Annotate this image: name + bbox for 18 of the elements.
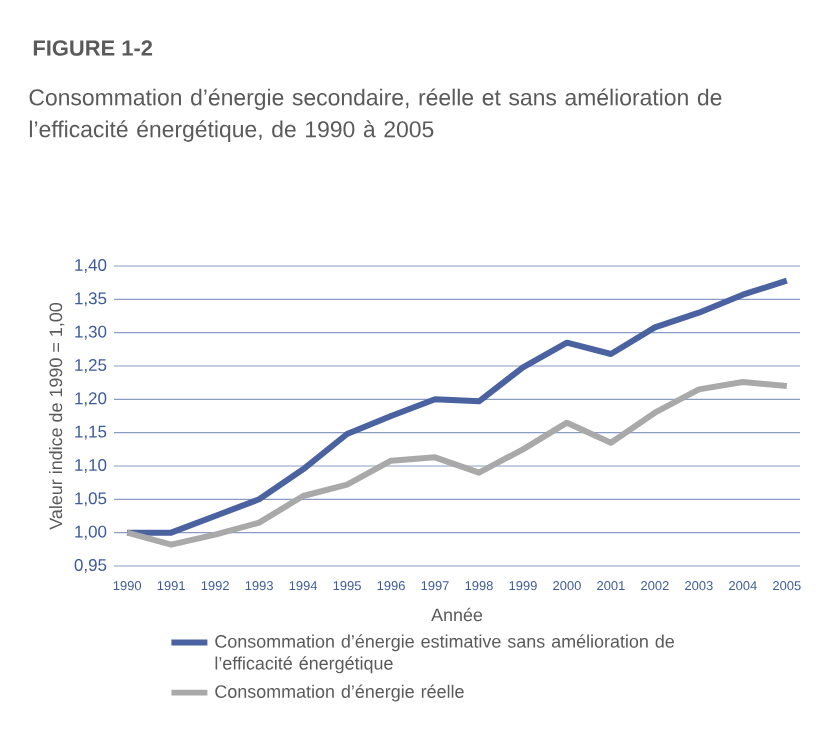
y-tick-label: 1,05 — [75, 492, 107, 507]
x-axis-title: Année — [431, 607, 483, 622]
y-tick-label: 1,15 — [75, 425, 107, 440]
line-series — [124, 379, 790, 548]
y-tick-label: 1,20 — [75, 392, 107, 407]
y-tick-label: 1,30 — [75, 325, 107, 340]
y-tick-label: 1,00 — [75, 525, 107, 540]
legend-label: Consommation d’énergie réelle — [215, 684, 464, 702]
y-tick-label: 1,10 — [75, 459, 107, 473]
y-tick-label: 1,35 — [75, 292, 107, 307]
chart-title: FIGURE 1-2 — [33, 40, 153, 56]
y-tick-label: 0,95 — [74, 559, 107, 573]
y-tick-label: 1,25 — [75, 359, 107, 373]
y-tick-label: 1,40 — [75, 259, 107, 273]
line-series — [124, 277, 790, 536]
legend-label: Consommation d’énergie estimative sans amélioration de l’efficacité énergétique — [215, 634, 674, 674]
chart-subtitle: Consommation d’énergie secondaire, réelle et sans amélioration de l’efficacité énergétique, de 1990 à 2005 — [29, 88, 722, 142]
y-axis-title: Valeur indice de 1990 = 1,00 — [49, 303, 65, 530]
